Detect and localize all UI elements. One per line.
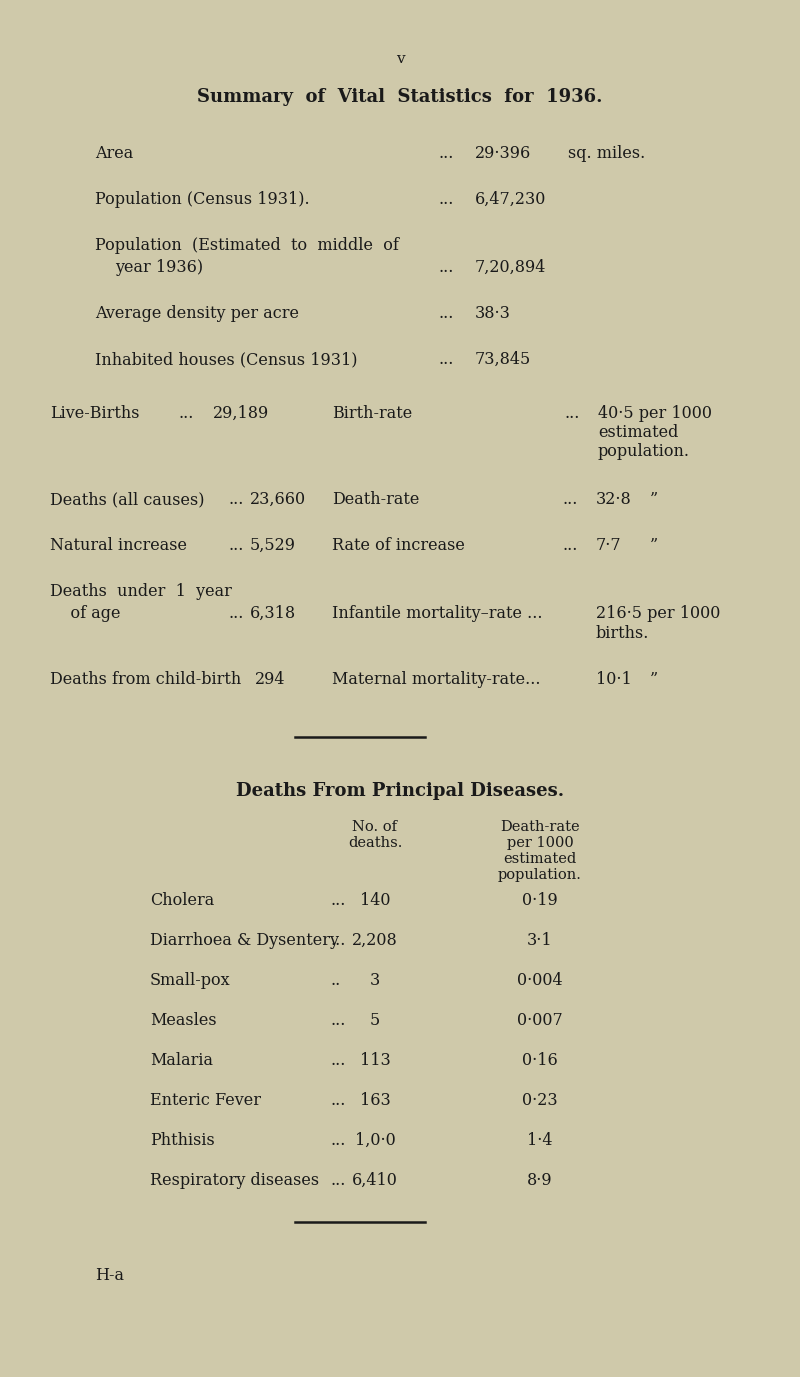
Text: ...: ... xyxy=(565,405,580,421)
Text: Population  (Estimated  to  middle  of: Population (Estimated to middle of xyxy=(95,237,399,253)
Text: Population (Census 1931).: Population (Census 1931). xyxy=(95,191,310,208)
Text: ...: ... xyxy=(330,1172,346,1188)
Text: Death-rate: Death-rate xyxy=(332,492,419,508)
Text: 6,410: 6,410 xyxy=(352,1172,398,1188)
Text: 113: 113 xyxy=(360,1052,390,1069)
Text: estimated: estimated xyxy=(598,424,678,441)
Text: ...: ... xyxy=(438,191,454,208)
Text: ...: ... xyxy=(228,492,243,508)
Text: ”: ” xyxy=(650,537,658,554)
Text: Respiratory diseases: Respiratory diseases xyxy=(150,1172,319,1188)
Text: population.: population. xyxy=(498,868,582,883)
Text: ...: ... xyxy=(228,537,243,554)
Text: Malaria: Malaria xyxy=(150,1052,213,1069)
Text: Diarrhoea & Dysentery: Diarrhoea & Dysentery xyxy=(150,932,339,949)
Text: 38·3: 38·3 xyxy=(475,304,511,322)
Text: ”: ” xyxy=(650,671,658,688)
Text: Area: Area xyxy=(95,145,134,162)
Text: 0·004: 0·004 xyxy=(517,972,563,989)
Text: ...: ... xyxy=(178,405,194,421)
Text: Small-pox: Small-pox xyxy=(150,972,230,989)
Text: 6,47,230: 6,47,230 xyxy=(475,191,546,208)
Text: 10·1: 10·1 xyxy=(596,671,632,688)
Text: ...: ... xyxy=(562,492,578,508)
Text: Birth-rate: Birth-rate xyxy=(332,405,412,421)
Text: Measles: Measles xyxy=(150,1012,217,1029)
Text: births.: births. xyxy=(596,625,650,642)
Text: ..: .. xyxy=(330,972,340,989)
Text: per 1000: per 1000 xyxy=(506,836,574,850)
Text: 140: 140 xyxy=(360,892,390,909)
Text: 40·5 per 1000: 40·5 per 1000 xyxy=(598,405,712,421)
Text: 3·1: 3·1 xyxy=(527,932,553,949)
Text: Death-rate: Death-rate xyxy=(500,819,580,834)
Text: Infantile mortality–rate ...: Infantile mortality–rate ... xyxy=(332,605,542,622)
Text: deaths.: deaths. xyxy=(348,836,402,850)
Text: 0·19: 0·19 xyxy=(522,892,558,909)
Text: Maternal mortality-rate...: Maternal mortality-rate... xyxy=(332,671,541,688)
Text: 5,529: 5,529 xyxy=(250,537,296,554)
Text: ...: ... xyxy=(438,145,454,162)
Text: ...: ... xyxy=(330,1132,346,1148)
Text: Deaths from child-birth: Deaths from child-birth xyxy=(50,671,242,688)
Text: H-a: H-a xyxy=(95,1267,124,1283)
Text: 73,845: 73,845 xyxy=(475,351,531,368)
Text: ...: ... xyxy=(330,932,346,949)
Text: 5: 5 xyxy=(370,1012,380,1029)
Text: 0·007: 0·007 xyxy=(517,1012,563,1029)
Text: ...: ... xyxy=(438,351,454,368)
Text: of age: of age xyxy=(50,605,121,622)
Text: ...: ... xyxy=(438,304,454,322)
Text: sq. miles.: sq. miles. xyxy=(568,145,646,162)
Text: Enteric Fever: Enteric Fever xyxy=(150,1092,261,1108)
Text: 7,20,894: 7,20,894 xyxy=(475,259,546,275)
Text: ...: ... xyxy=(330,1012,346,1029)
Text: Phthisis: Phthisis xyxy=(150,1132,214,1148)
Text: 23,660: 23,660 xyxy=(250,492,306,508)
Text: 163: 163 xyxy=(360,1092,390,1108)
Text: Cholera: Cholera xyxy=(150,892,214,909)
Text: 29·396: 29·396 xyxy=(475,145,531,162)
Text: Deaths From Principal Diseases.: Deaths From Principal Diseases. xyxy=(236,782,564,800)
Text: 1,0·0: 1,0·0 xyxy=(354,1132,395,1148)
Text: ...: ... xyxy=(330,892,346,909)
Text: 0·23: 0·23 xyxy=(522,1092,558,1108)
Text: Inhabited houses (Census 1931): Inhabited houses (Census 1931) xyxy=(95,351,358,368)
Text: Deaths  under  1  year: Deaths under 1 year xyxy=(50,582,232,600)
Text: 1·4: 1·4 xyxy=(527,1132,553,1148)
Text: ...: ... xyxy=(330,1092,346,1108)
Text: 7·7: 7·7 xyxy=(596,537,622,554)
Text: 2,208: 2,208 xyxy=(352,932,398,949)
Text: 32·8: 32·8 xyxy=(596,492,632,508)
Text: Natural increase: Natural increase xyxy=(50,537,187,554)
Text: population.: population. xyxy=(598,443,690,460)
Text: Live-Births: Live-Births xyxy=(50,405,139,421)
Text: Summary  of  Vital  Statistics  for  1936.: Summary of Vital Statistics for 1936. xyxy=(198,88,602,106)
Text: ”: ” xyxy=(650,492,658,508)
Text: Rate of increase: Rate of increase xyxy=(332,537,465,554)
Text: ...: ... xyxy=(228,605,243,622)
Text: 29,189: 29,189 xyxy=(213,405,270,421)
Text: ...: ... xyxy=(562,537,578,554)
Text: 6,318: 6,318 xyxy=(250,605,296,622)
Text: ...: ... xyxy=(438,259,454,275)
Text: 8·9: 8·9 xyxy=(527,1172,553,1188)
Text: 294: 294 xyxy=(255,671,286,688)
Text: Average density per acre: Average density per acre xyxy=(95,304,299,322)
Text: Deaths (all causes): Deaths (all causes) xyxy=(50,492,205,508)
Text: v: v xyxy=(396,52,404,66)
Text: 216·5 per 1000: 216·5 per 1000 xyxy=(596,605,720,622)
Text: ...: ... xyxy=(330,1052,346,1069)
Text: No. of: No. of xyxy=(353,819,398,834)
Text: 0·16: 0·16 xyxy=(522,1052,558,1069)
Text: 3: 3 xyxy=(370,972,380,989)
Text: estimated: estimated xyxy=(503,852,577,866)
Text: year 1936): year 1936) xyxy=(115,259,203,275)
